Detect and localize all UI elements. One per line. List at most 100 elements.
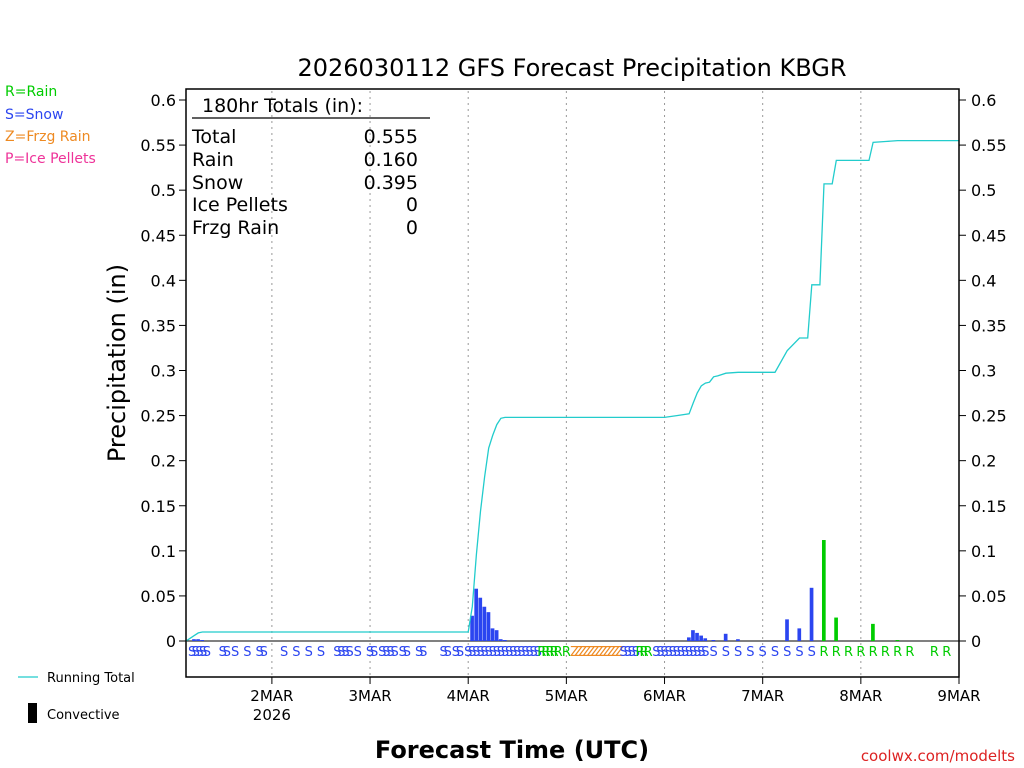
precip-type-label: S <box>415 645 423 660</box>
precip-type-label: S <box>260 645 268 660</box>
precip-type-label: S <box>689 645 697 660</box>
precip-type-label: S <box>456 645 464 660</box>
precip-type-label: S <box>280 645 288 660</box>
precip-type-label: Z <box>582 645 591 660</box>
precip-bar <box>736 639 740 641</box>
precip-type-label: R <box>644 645 653 660</box>
precip-type-label: S <box>337 645 345 660</box>
x-tick-sublabel: 2026 <box>253 706 291 724</box>
precip-type-label: Z <box>615 645 624 660</box>
totals-header: 180hr Totals (in): <box>202 95 363 117</box>
totals-frzg-label: Frzg Rain <box>192 217 279 239</box>
precip-type-label: S <box>243 645 251 660</box>
precip-type-label: S <box>464 645 472 660</box>
running-total-polyline <box>185 139 959 642</box>
y-tick-label-right: 0.05 <box>971 587 1007 606</box>
precip-type-label: Z <box>595 645 604 660</box>
precip-type-label: Z <box>574 645 583 660</box>
precip-type-label: R <box>832 645 841 660</box>
precip-type-label: R <box>545 645 554 660</box>
convective-legend-swatch <box>28 703 37 723</box>
precip-type-label: S <box>192 645 200 660</box>
precip-type-label: S <box>493 645 501 660</box>
precip-type-label: R <box>930 645 939 660</box>
precip-bar <box>494 630 499 641</box>
precip-type-label: S <box>188 645 196 660</box>
precip-type-label: S <box>628 645 636 660</box>
y-tick-label-right: 0.2 <box>971 452 996 471</box>
x-tick-label: 5MAR <box>545 687 588 705</box>
y-tick-label-right: 0.15 <box>971 497 1007 516</box>
precip-type-label: S <box>333 645 341 660</box>
precip-type-label: S <box>808 645 816 660</box>
precip-type-label: S <box>476 645 484 660</box>
y-tick-label-right: 0.25 <box>971 407 1007 426</box>
y-tick-label-left: 0.15 <box>140 497 176 516</box>
precip-type-label: S <box>656 645 664 660</box>
precip-type-label: S <box>497 645 505 660</box>
precip-type-label: S <box>509 645 517 660</box>
x-tick-label: 4MAR <box>447 687 490 705</box>
totals-total-label: Total <box>191 126 236 148</box>
precip-type-label: S <box>624 645 632 660</box>
precip-type-label: S <box>480 645 488 660</box>
precip-type-label: R <box>640 645 649 660</box>
x-tick-label: 3MAR <box>348 687 391 705</box>
precip-bar <box>723 633 728 641</box>
precip-type-label: S <box>341 645 349 660</box>
precip-type-label: S <box>444 645 452 660</box>
y-tick-label-right: 0.4 <box>971 271 996 290</box>
precip-type-label: R <box>844 645 853 660</box>
precip-type-label: S <box>660 645 668 660</box>
precip-type-label: S <box>534 645 542 660</box>
precip-type-label: S <box>652 645 660 660</box>
precip-type-label: Z <box>591 645 600 660</box>
precip-type-label: S <box>468 645 476 660</box>
precip-bars <box>192 540 900 641</box>
precip-type-label: S <box>505 645 513 660</box>
y-tick-label-right: 0.5 <box>971 181 996 200</box>
convective-legend-label: Convective <box>47 708 120 723</box>
precip-type-label: S <box>345 645 353 660</box>
type-legend: R=Rain S=Snow Z=Frzg Rain P=Ice Pellets <box>5 84 96 167</box>
precip-type-label: S <box>378 645 386 660</box>
precip-type-label: S <box>513 645 521 660</box>
x-axis-label: Forecast Time (UTC) <box>375 736 649 764</box>
precip-bar <box>699 635 703 641</box>
y-tick-label-right: 0.35 <box>971 316 1007 335</box>
precip-type-label: S <box>525 645 533 660</box>
y-tick-label-left: 0.1 <box>151 542 176 561</box>
precip-type-label: Z <box>570 645 579 660</box>
precip-type-label: S <box>677 645 685 660</box>
precip-type-label: S <box>317 645 325 660</box>
precip-type-label: S <box>292 645 300 660</box>
precip-type-label: S <box>664 645 672 660</box>
series-legend: Running Total Convective <box>18 671 135 723</box>
totals-ice-value: 0 <box>406 194 418 216</box>
y-tick-label-right: 0.45 <box>971 226 1007 245</box>
precip-type-label: S <box>771 645 779 660</box>
y-tick-label-right: 0 <box>971 632 981 651</box>
y-tick-label-right: 0.6 <box>971 91 996 110</box>
precip-type-label: S <box>403 645 411 660</box>
precip-type-label: S <box>452 645 460 660</box>
precip-type-label: S <box>685 645 693 660</box>
precip-type-label: S <box>305 645 313 660</box>
precip-type-label: S <box>419 645 427 660</box>
precip-type-label: S <box>746 645 754 660</box>
precip-type-label: R <box>869 645 878 660</box>
x-tick-label: 7MAR <box>741 687 784 705</box>
y-axis-label: Precipitation (in) <box>103 264 131 462</box>
y-tick-label-left: 0.3 <box>151 362 176 381</box>
totals-frzg-value: 0 <box>406 217 418 239</box>
precip-type-label: S <box>673 645 681 660</box>
y-tick-label-right: 0.3 <box>971 362 996 381</box>
precip-type-label: S <box>669 645 677 660</box>
precip-type-label: S <box>223 645 231 660</box>
precip-bar <box>691 630 695 641</box>
totals-box: 180hr Totals (in): Total 0.555 Rain 0.16… <box>191 95 430 239</box>
precip-type-label: S <box>709 645 717 660</box>
